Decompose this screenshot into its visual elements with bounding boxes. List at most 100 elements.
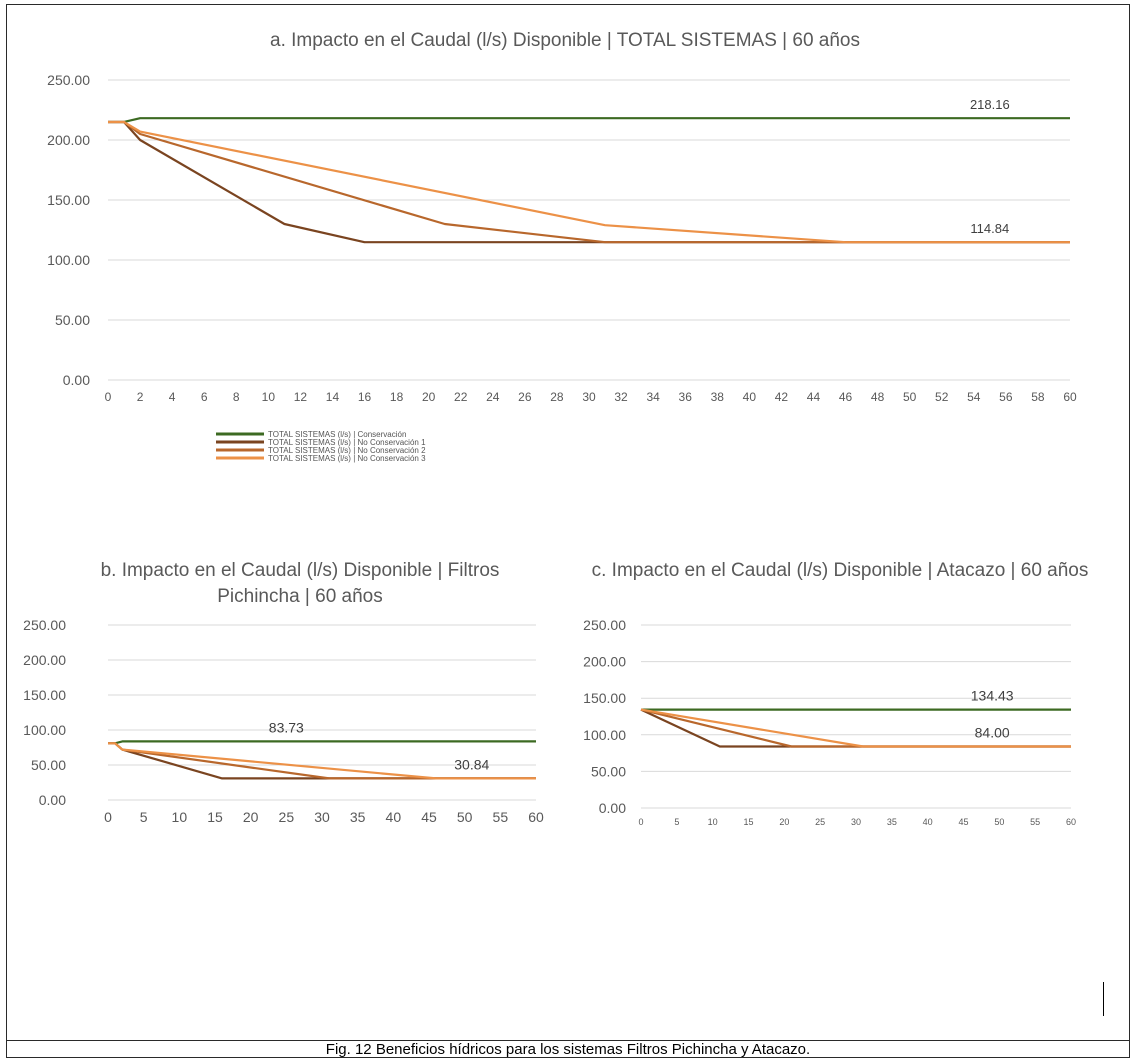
x-tick-label: 50 bbox=[994, 817, 1004, 827]
legend-label: TOTAL SISTEMAS (l/s) | No Conservación 2 bbox=[268, 446, 426, 455]
x-tick-label: 0 bbox=[104, 809, 112, 825]
x-tick-label: 45 bbox=[958, 817, 968, 827]
x-tick-label: 52 bbox=[935, 390, 949, 404]
x-tick-label: 45 bbox=[421, 809, 437, 825]
x-tick-label: 10 bbox=[708, 817, 718, 827]
y-tick-label: 250.00 bbox=[47, 72, 90, 88]
x-tick-label: 16 bbox=[358, 390, 372, 404]
data-label: 83.73 bbox=[269, 719, 304, 735]
x-tick-label: 5 bbox=[140, 809, 148, 825]
text-cursor bbox=[1103, 982, 1104, 1016]
x-tick-label: 18 bbox=[390, 390, 404, 404]
x-tick-label: 26 bbox=[518, 390, 532, 404]
x-tick-label: 25 bbox=[815, 817, 825, 827]
legend-label: TOTAL SISTEMAS (l/s) | No Conservación 1 bbox=[268, 438, 426, 447]
x-tick-label: 15 bbox=[743, 817, 753, 827]
series-line-4 bbox=[640, 708, 1071, 748]
x-tick-label: 8 bbox=[233, 390, 240, 404]
x-tick-label: 60 bbox=[1063, 390, 1077, 404]
x-tick-label: 14 bbox=[326, 390, 340, 404]
x-tick-label: 12 bbox=[294, 390, 308, 404]
chart-c-plot: 0.00 50.00 100.00 150.00 200.00 250.00 0 5 10 15 2… bbox=[583, 617, 1076, 827]
x-tick-label: 36 bbox=[679, 390, 693, 404]
y-tick-label: 50.00 bbox=[55, 312, 90, 328]
x-tick-label: 25 bbox=[279, 809, 295, 825]
data-label: 84.00 bbox=[975, 725, 1010, 741]
x-tick-label: 40 bbox=[743, 390, 757, 404]
x-tick-label: 55 bbox=[1030, 817, 1040, 827]
x-tick-label: 28 bbox=[550, 390, 564, 404]
y-tick-label: 150.00 bbox=[47, 192, 90, 208]
x-tick-label: 56 bbox=[999, 390, 1013, 404]
y-tick-label: 200.00 bbox=[583, 654, 626, 670]
y-tick-label: 50.00 bbox=[591, 763, 626, 779]
x-tick-label: 55 bbox=[493, 809, 509, 825]
x-tick-label: 50 bbox=[457, 809, 473, 825]
y-tick-label: 200.00 bbox=[47, 132, 90, 148]
chart-a-title: a. Impacto en el Caudal (l/s) Disponible… bbox=[270, 30, 860, 51]
x-tick-label: 30 bbox=[851, 817, 861, 827]
series-line-4 bbox=[108, 120, 1070, 244]
data-label: 30.84 bbox=[454, 756, 489, 772]
x-tick-label: 60 bbox=[1066, 817, 1076, 827]
x-tick-label: 30 bbox=[314, 809, 330, 825]
legend-label: TOTAL SISTEMAS (l/s) | Conservación bbox=[268, 430, 406, 439]
x-tick-label: 35 bbox=[887, 817, 897, 827]
x-tick-label: 48 bbox=[871, 390, 885, 404]
y-tick-label: 0.00 bbox=[599, 800, 626, 816]
y-tick-label: 100.00 bbox=[583, 727, 626, 743]
caption-divider bbox=[6, 1040, 1130, 1041]
x-tick-label: 0 bbox=[105, 390, 112, 404]
chart-a-legend: TOTAL SISTEMAS (l/s) | ConservaciónTOTAL… bbox=[216, 430, 426, 463]
x-tick-label: 20 bbox=[779, 817, 789, 827]
y-tick-label: 250.00 bbox=[583, 617, 626, 633]
x-tick-label: 60 bbox=[528, 809, 544, 825]
x-tick-label: 20 bbox=[422, 390, 436, 404]
x-tick-label: 20 bbox=[243, 809, 259, 825]
x-tick-label: 42 bbox=[775, 390, 789, 404]
x-tick-label: 32 bbox=[614, 390, 628, 404]
x-tick-label: 44 bbox=[807, 390, 821, 404]
series-line-1 bbox=[108, 117, 1070, 124]
figure-caption: Fig. 12 Beneficios hídricos para los sis… bbox=[325, 1041, 811, 1058]
x-tick-label: 50 bbox=[903, 390, 917, 404]
y-tick-label: 50.00 bbox=[31, 757, 66, 773]
x-tick-label: 10 bbox=[262, 390, 276, 404]
x-tick-label: 46 bbox=[839, 390, 853, 404]
x-tick-label: 34 bbox=[646, 390, 660, 404]
y-tick-label: 250.00 bbox=[23, 617, 66, 633]
legend-label: TOTAL SISTEMAS (l/s) | No Conservación 3 bbox=[268, 454, 426, 463]
data-label: 114.84 bbox=[970, 221, 1009, 236]
x-tick-label: 6 bbox=[201, 390, 208, 404]
chart-c-title: c. Impacto en el Caudal (l/s) Disponible… bbox=[591, 560, 1089, 581]
data-label: 134.43 bbox=[971, 688, 1014, 704]
x-tick-label: 0 bbox=[638, 817, 643, 827]
x-tick-label: 54 bbox=[967, 390, 981, 404]
chart-b-title: b. Impacto en el Caudal (l/s) Disponible… bbox=[100, 560, 500, 607]
x-tick-label: 38 bbox=[711, 390, 725, 404]
y-tick-label: 150.00 bbox=[583, 690, 626, 706]
x-tick-label: 22 bbox=[454, 390, 468, 404]
x-tick-label: 40 bbox=[386, 809, 402, 825]
x-tick-label: 10 bbox=[172, 809, 188, 825]
x-tick-label: 35 bbox=[350, 809, 366, 825]
x-tick-label: 4 bbox=[169, 390, 176, 404]
x-tick-label: 24 bbox=[486, 390, 500, 404]
y-tick-label: 150.00 bbox=[23, 687, 66, 703]
series-line-1 bbox=[108, 740, 536, 745]
x-tick-label: 5 bbox=[674, 817, 679, 827]
y-tick-label: 0.00 bbox=[39, 792, 66, 808]
x-tick-label: 15 bbox=[207, 809, 223, 825]
x-tick-label: 30 bbox=[582, 390, 596, 404]
y-tick-label: 200.00 bbox=[23, 652, 66, 668]
x-tick-label: 2 bbox=[137, 390, 144, 404]
series-line-4 bbox=[108, 742, 536, 780]
y-tick-label: 100.00 bbox=[23, 722, 66, 738]
y-tick-label: 0.00 bbox=[63, 372, 90, 388]
data-label: 218.16 bbox=[970, 97, 1010, 112]
y-tick-label: 100.00 bbox=[47, 252, 90, 268]
chart-b-plot: 0.00 50.00 100.00 150.00 200.00 250.00 0 5 10 15 2… bbox=[23, 617, 544, 825]
x-tick-label: 58 bbox=[1031, 390, 1045, 404]
